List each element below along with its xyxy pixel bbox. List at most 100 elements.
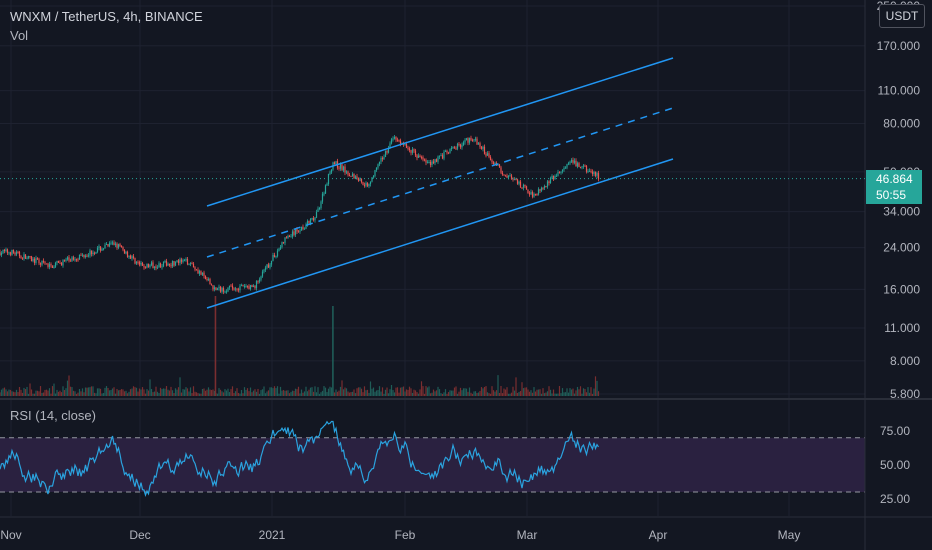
candle-body xyxy=(356,176,358,178)
candle-body xyxy=(131,256,133,259)
volume-bar xyxy=(128,391,130,396)
candle-body xyxy=(143,265,145,268)
volume-bar xyxy=(353,389,355,396)
candle-body xyxy=(176,260,178,262)
volume-bar xyxy=(594,376,597,396)
candle-body xyxy=(137,261,139,263)
volume-bar xyxy=(435,390,438,396)
candle-body xyxy=(81,254,84,256)
volume-bar xyxy=(405,389,408,396)
candle-body xyxy=(101,248,103,251)
volume-bar xyxy=(339,386,342,396)
candle-body xyxy=(213,287,216,290)
candle-body xyxy=(567,163,570,165)
candle-body xyxy=(185,258,187,261)
candle-body xyxy=(120,245,123,248)
candle-body xyxy=(113,242,115,245)
volume-bar xyxy=(30,389,33,396)
volume-bar xyxy=(477,392,480,396)
candle-body xyxy=(53,266,55,269)
volume-bar xyxy=(8,389,10,396)
volume-bar xyxy=(527,389,529,396)
candle-body xyxy=(438,155,441,157)
volume-bar xyxy=(327,388,330,396)
candle-body xyxy=(233,288,235,290)
candle-body xyxy=(308,220,310,224)
volume-bar xyxy=(242,393,244,396)
candle-body xyxy=(317,208,319,212)
candle-body xyxy=(365,182,367,186)
candle-body xyxy=(384,151,387,157)
volume-bar xyxy=(386,387,388,396)
volume-bar xyxy=(420,381,423,396)
volume-bar xyxy=(488,393,490,396)
volume-bar xyxy=(419,389,421,396)
volume-bar xyxy=(303,391,306,396)
volume-bar xyxy=(324,387,327,396)
candle-body xyxy=(326,183,328,186)
volume-bar xyxy=(5,389,7,396)
volume-bar xyxy=(17,391,19,396)
candle-body xyxy=(486,153,489,156)
y-tick-label: 11.000 xyxy=(884,321,920,335)
candle-body xyxy=(38,259,40,264)
volume-bar xyxy=(191,393,193,396)
candle-body xyxy=(174,261,177,266)
volume-bar xyxy=(282,390,285,396)
candle-body xyxy=(69,260,72,262)
volume-bar xyxy=(93,392,96,396)
volume-bar xyxy=(219,389,222,396)
volume-bar xyxy=(117,390,120,396)
volume-bar xyxy=(468,387,471,396)
volume-bar xyxy=(554,393,556,396)
candle-body xyxy=(66,257,69,260)
candle-body xyxy=(167,263,169,266)
candle-body xyxy=(45,263,48,265)
volume-bar xyxy=(590,387,592,396)
candle-body xyxy=(518,181,520,184)
candle-body xyxy=(483,146,486,154)
candle-body xyxy=(302,226,304,230)
volume-bar xyxy=(588,392,591,396)
volume-bar xyxy=(273,386,276,396)
candle-body xyxy=(282,242,285,244)
candle-body xyxy=(86,255,88,257)
candle-body xyxy=(0,253,3,256)
volume-bar xyxy=(470,392,472,396)
candle-body xyxy=(188,264,190,266)
volume-bar xyxy=(576,386,579,396)
candle-body xyxy=(141,263,144,266)
volume-bar xyxy=(321,390,324,396)
candle-body xyxy=(206,279,208,281)
volume-bar xyxy=(302,392,304,396)
volume-bar xyxy=(399,387,402,396)
volume-bar xyxy=(422,386,424,396)
volume-bar xyxy=(263,386,265,396)
volume-bar xyxy=(236,388,238,396)
volume-bar xyxy=(113,387,115,396)
candle-body xyxy=(132,256,135,258)
candle-body xyxy=(374,170,376,176)
candle-body xyxy=(566,164,568,168)
candle-body xyxy=(575,160,577,167)
candle-body xyxy=(480,146,483,149)
volume-bar xyxy=(129,389,132,396)
candle-body xyxy=(303,228,306,230)
candle-body xyxy=(596,173,598,176)
volume-bar xyxy=(72,390,75,396)
volume-bar xyxy=(179,377,181,396)
candle-body xyxy=(195,269,198,271)
candle-body xyxy=(513,179,516,181)
candle-body xyxy=(228,285,231,288)
x-tick-label: 2021 xyxy=(259,528,286,542)
volume-bar xyxy=(177,387,180,396)
candle-body xyxy=(212,285,214,290)
volume-bar xyxy=(161,389,163,396)
volume-bar xyxy=(138,388,141,396)
volume-bar xyxy=(380,391,382,396)
volume-bar xyxy=(579,386,582,396)
candle-body xyxy=(560,171,562,173)
currency-button[interactable]: USDT xyxy=(879,4,925,28)
candle-body xyxy=(108,243,111,247)
